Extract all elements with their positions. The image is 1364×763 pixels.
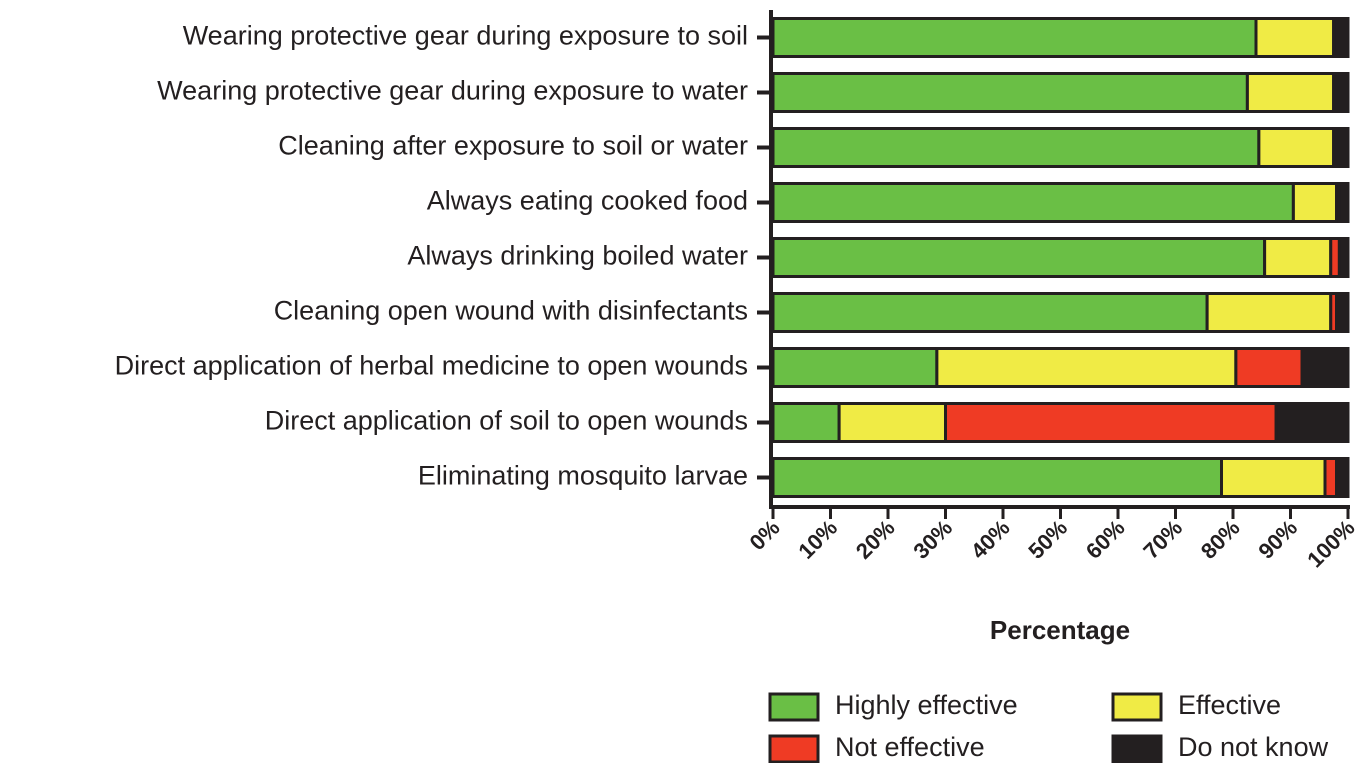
bar-segment: [1337, 237, 1350, 278]
bar-segment: [771, 72, 1249, 113]
legend-label: Effective: [1178, 690, 1281, 720]
y-tick-label: Direct application of herbal medicine to…: [115, 351, 748, 381]
bar-segment: [1263, 237, 1333, 278]
bar-segment: [1257, 127, 1336, 168]
bar-segment: [771, 17, 1258, 58]
x-tick-label: 10%: [793, 515, 842, 564]
y-tick-label: Wearing protective gear during exposure …: [157, 76, 748, 106]
x-tick-label: 90%: [1253, 515, 1302, 564]
legend-swatch: [768, 734, 820, 763]
bar-segment: [771, 127, 1261, 168]
x-tick-label: 100%: [1302, 515, 1359, 572]
bar-segment: [1337, 182, 1350, 223]
bar-segment: [771, 292, 1209, 333]
y-tick-label: Wearing protective gear during exposure …: [183, 21, 748, 51]
bar-segment: [1335, 457, 1350, 498]
y-tick-label: Always eating cooked food: [427, 186, 748, 216]
x-axis-label: Percentage: [990, 615, 1130, 645]
bar-segment: [944, 402, 1278, 443]
y-tick-label: Eliminating mosquito larvae: [418, 461, 748, 491]
x-tick-label: 70%: [1138, 515, 1187, 564]
bar-segment: [1300, 347, 1350, 388]
bar-segment: [1291, 182, 1338, 223]
bar-segment: [771, 347, 939, 388]
bar-segment: [1335, 72, 1350, 113]
bar-segment: [1220, 457, 1327, 498]
x-tick-label: 50%: [1023, 515, 1072, 564]
bar-segment: [1254, 17, 1336, 58]
bar-segment: [1274, 402, 1350, 443]
bar-segment: [935, 347, 1238, 388]
bar-segment: [1323, 457, 1338, 498]
bar-segment: [771, 182, 1295, 223]
bar-segment: [1205, 292, 1333, 333]
legend-label: Do not know: [1178, 732, 1329, 762]
bar-segment: [1234, 347, 1304, 388]
legend-swatch: [1111, 692, 1163, 722]
x-tick-label: 40%: [966, 515, 1015, 564]
bar-segment: [1335, 292, 1350, 333]
x-tick-label: 60%: [1081, 515, 1130, 564]
x-tick-label: 30%: [908, 515, 957, 564]
y-tick-label: Always drinking boiled water: [407, 241, 748, 271]
x-tick-label: 20%: [851, 515, 900, 564]
legend-label: Highly effective: [835, 690, 1018, 720]
bar-segment: [771, 402, 841, 443]
y-tick-label: Direct application of soil to open wound…: [265, 406, 748, 436]
x-tick-label: 0%: [744, 515, 784, 555]
legend-swatch: [768, 692, 820, 722]
y-tick-label: Cleaning open wound with disinfectants: [274, 296, 748, 326]
legend-label: Not effective: [835, 732, 985, 762]
bar-segment: [1332, 17, 1350, 58]
bar-segment: [1245, 72, 1336, 113]
x-tick-label: 80%: [1196, 515, 1245, 564]
bar-segment: [771, 457, 1223, 498]
legend-swatch: [1111, 734, 1163, 763]
y-tick-label: Cleaning after exposure to soil or water: [278, 131, 748, 161]
bar-segment: [771, 237, 1267, 278]
bar-segment: [1335, 127, 1350, 168]
bar-segment: [837, 402, 947, 443]
